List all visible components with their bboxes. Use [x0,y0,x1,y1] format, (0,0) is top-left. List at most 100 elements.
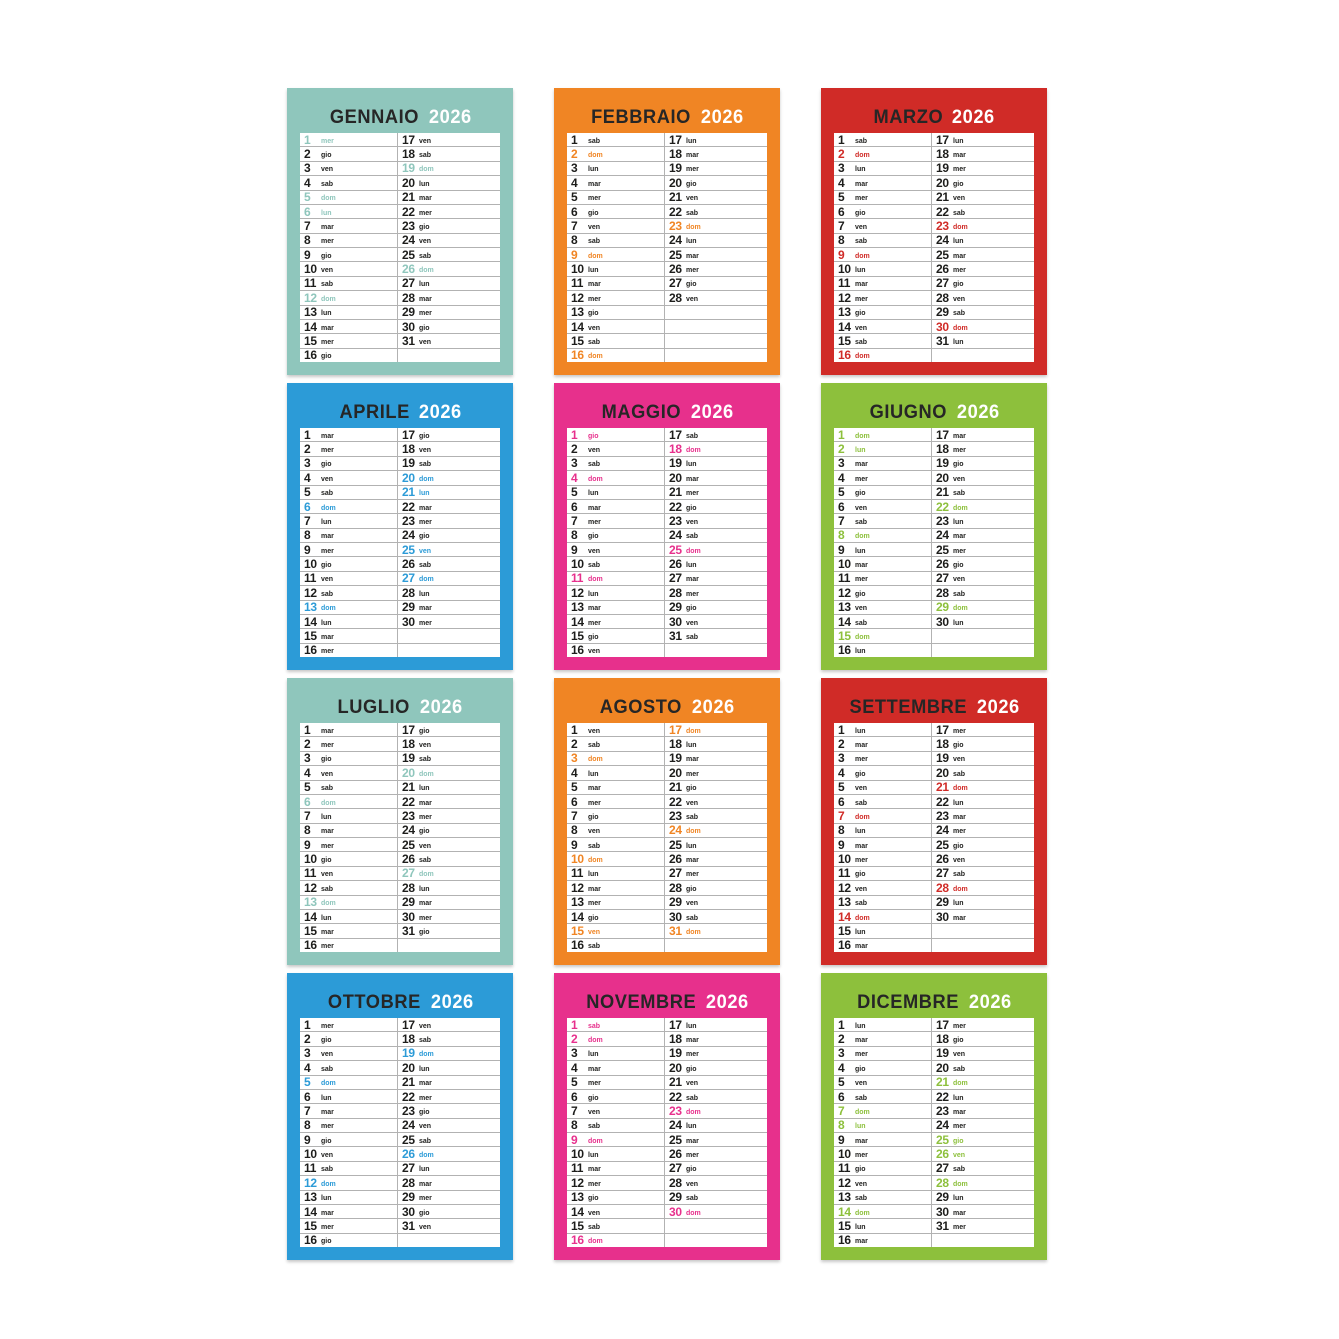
day-weekday: sab [855,137,868,145]
day-weekday: mar [321,727,334,735]
day-row-14: 14 ven [834,320,931,335]
day-weekday: mar [419,504,432,512]
day-number: 2 [838,737,845,752]
day-weekday: ven [953,857,966,865]
day-weekday: sab [588,842,601,850]
day-number: 23 [669,514,682,528]
day-row-11: 11 lun [567,867,664,882]
day-number: 29 [936,1190,949,1205]
month-card-febbraio: FEBBRAIO 2026 1 sab 2 dom 3 lun 4 mar 5 mer 6 gio 7 v… [554,88,780,375]
day-weekday: mar [321,432,334,440]
day-row-16: 16 gio [300,349,397,362]
day-weekday: dom [855,813,870,821]
day-row-22: 22 sab [665,205,767,220]
day-weekday: lun [855,648,866,656]
day-row-12: 12 mer [834,291,931,306]
day-number: 9 [304,543,311,557]
day-number: 5 [571,1075,578,1090]
day-number: 16 [838,1233,851,1247]
day-number: 19 [936,456,949,471]
day-weekday: ven [588,727,601,735]
day-weekday: ven [321,1152,334,1160]
day-number: 22 [936,499,949,514]
day-row-3: 3 lun [567,162,664,177]
day-row-1: 1 mer [300,1018,397,1033]
day-row-30: 30 gio [398,1205,500,1220]
day-weekday: sab [588,1022,601,1030]
day-row-20: 20 sab [932,766,1034,781]
day-number: 17 [669,133,682,147]
day-row-23: 23 dom [932,219,1034,234]
day-weekday: mar [419,605,432,613]
day-number: 1 [838,723,845,737]
day-number: 10 [304,262,317,277]
month-card-settembre: SETTEMBRE 2026 1 lun 2 mar 3 mer 4 gio 5 ven 6 sab 7… [821,678,1047,965]
day-row-13: 13 gio [567,1191,664,1205]
day-number: 12 [838,1176,851,1190]
day-number: 16 [838,938,851,952]
day-weekday: sab [855,1094,868,1102]
day-weekday: dom [588,576,603,584]
day-row-27: 27 mer [665,867,767,882]
day-weekday: dom [588,857,603,865]
day-number: 30 [669,909,682,924]
day-row-30: 30 lun [932,615,1034,630]
day-number: 27 [669,1161,682,1176]
day-row-6: 6 dom [300,795,397,810]
days-left-column: 1 ven 2 sab 3 dom 4 lun 5 mar 6 mer 7 gio 8 ven 9 sab 10 do… [567,723,664,952]
month-card-giugno: GIUGNO 2026 1 dom 2 lun 3 mar 4 mer 5 gio 6 ven 7 sab… [821,383,1047,670]
day-row-25: 25 dom [665,543,767,558]
day-row-18: 18 sab [398,1032,500,1047]
day-row-4: 4 ven [300,471,397,486]
day-weekday: ven [855,504,868,512]
month-table: 1 gio 2 ven 3 sab 4 dom 5 lun 6 mar 7 mer 8 gio 9 ven 10 sa… [567,428,767,657]
day-weekday: mar [855,943,868,951]
day-row-1: 1 mer [300,133,397,148]
day-row-15: 15 ven [567,924,664,939]
month-header: SETTEMBRE 2026 [834,678,1034,723]
day-weekday: lun [953,137,964,145]
day-weekday: lun [588,490,599,498]
day-row-23: 23 sab [665,809,767,824]
day-row-25: 25 mar [665,248,767,263]
day-number: 21 [669,780,682,795]
day-weekday: lun [588,267,599,275]
day-number: 7 [571,514,578,528]
day-weekday: mar [855,180,868,188]
day-weekday: mer [321,842,334,850]
month-name: MAGGIO [601,402,681,423]
day-weekday: sab [588,1123,601,1131]
day-number: 25 [936,248,949,262]
day-row-3: 3 lun [834,162,931,177]
day-row-20: 20 mer [665,766,767,781]
day-weekday: gio [419,727,430,735]
day-number: 13 [304,1190,317,1205]
day-number: 9 [571,543,578,557]
day-weekday: mer [686,490,699,498]
day-number: 22 [402,794,415,809]
day-number: 18 [669,442,682,457]
day-number: 28 [936,291,949,305]
day-number: 8 [838,528,845,543]
day-row-empty [398,1234,500,1247]
day-number: 5 [571,780,578,795]
day-row-3: 3 ven [300,1047,397,1062]
day-row-5: 5 sab [300,781,397,795]
day-row-23: 23 dom [665,1104,767,1119]
day-weekday: gio [588,633,599,641]
day-row-7: 7 lun [300,514,397,529]
day-row-16: 16 sab [567,939,664,952]
day-number: 16 [571,348,584,362]
day-number: 5 [838,780,845,795]
day-weekday: mar [321,533,334,541]
day-row-14: 14 lun [300,615,397,630]
day-row-empty [932,349,1034,362]
day-weekday: ven [321,1051,334,1059]
day-row-4: 4 sab [300,176,397,191]
day-weekday: lun [855,267,866,275]
month-card-novembre: NOVEMBRE 2026 1 sab 2 dom 3 lun 4 mar 5 mer 6 gio 7 v… [554,973,780,1260]
day-weekday: mer [686,770,699,778]
day-weekday: ven [419,338,432,346]
day-number: 21 [936,190,949,205]
